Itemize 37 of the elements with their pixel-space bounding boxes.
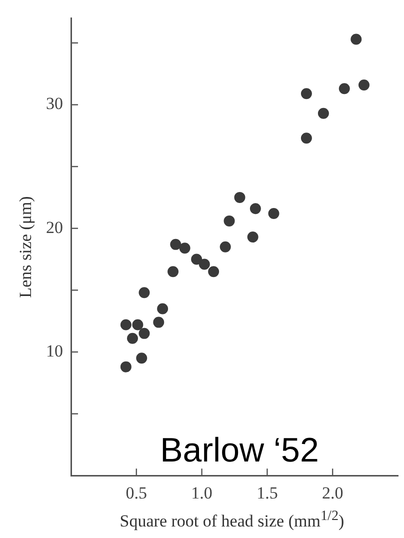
point	[234, 192, 246, 203]
y-axis-title: Lens size (μm)	[16, 196, 36, 298]
point	[250, 203, 261, 214]
point	[224, 215, 235, 226]
point	[191, 254, 202, 265]
point	[120, 319, 132, 330]
point	[120, 361, 132, 372]
x-tick-label: 1.5	[256, 483, 278, 502]
point	[338, 83, 350, 94]
point	[138, 328, 150, 339]
point	[247, 232, 258, 243]
point	[132, 319, 144, 330]
point	[136, 352, 148, 364]
point	[208, 266, 220, 278]
point	[358, 79, 370, 90]
point	[126, 332, 138, 344]
point	[179, 242, 190, 254]
point	[168, 266, 179, 278]
point	[300, 88, 312, 100]
point	[318, 108, 329, 119]
point	[153, 316, 164, 328]
point	[268, 208, 280, 220]
annotation: Barlow ‘52	[160, 432, 319, 470]
point	[300, 132, 312, 144]
x-tick-label: 2.0	[322, 483, 344, 502]
point	[157, 303, 168, 314]
y-tick-label: 20	[46, 218, 63, 237]
x-axis-title: Square root of head size (mm$^{1/2}$)	[118, 508, 346, 532]
point	[350, 34, 362, 45]
point	[198, 258, 210, 270]
y-tick-label: 10	[46, 341, 63, 360]
x-tick-label: 0.5	[126, 483, 148, 502]
y-tick-label: 30	[46, 94, 63, 114]
point	[220, 241, 231, 252]
point	[170, 238, 182, 250]
point	[138, 287, 150, 298]
x-tick-label: 1.0	[191, 483, 212, 502]
